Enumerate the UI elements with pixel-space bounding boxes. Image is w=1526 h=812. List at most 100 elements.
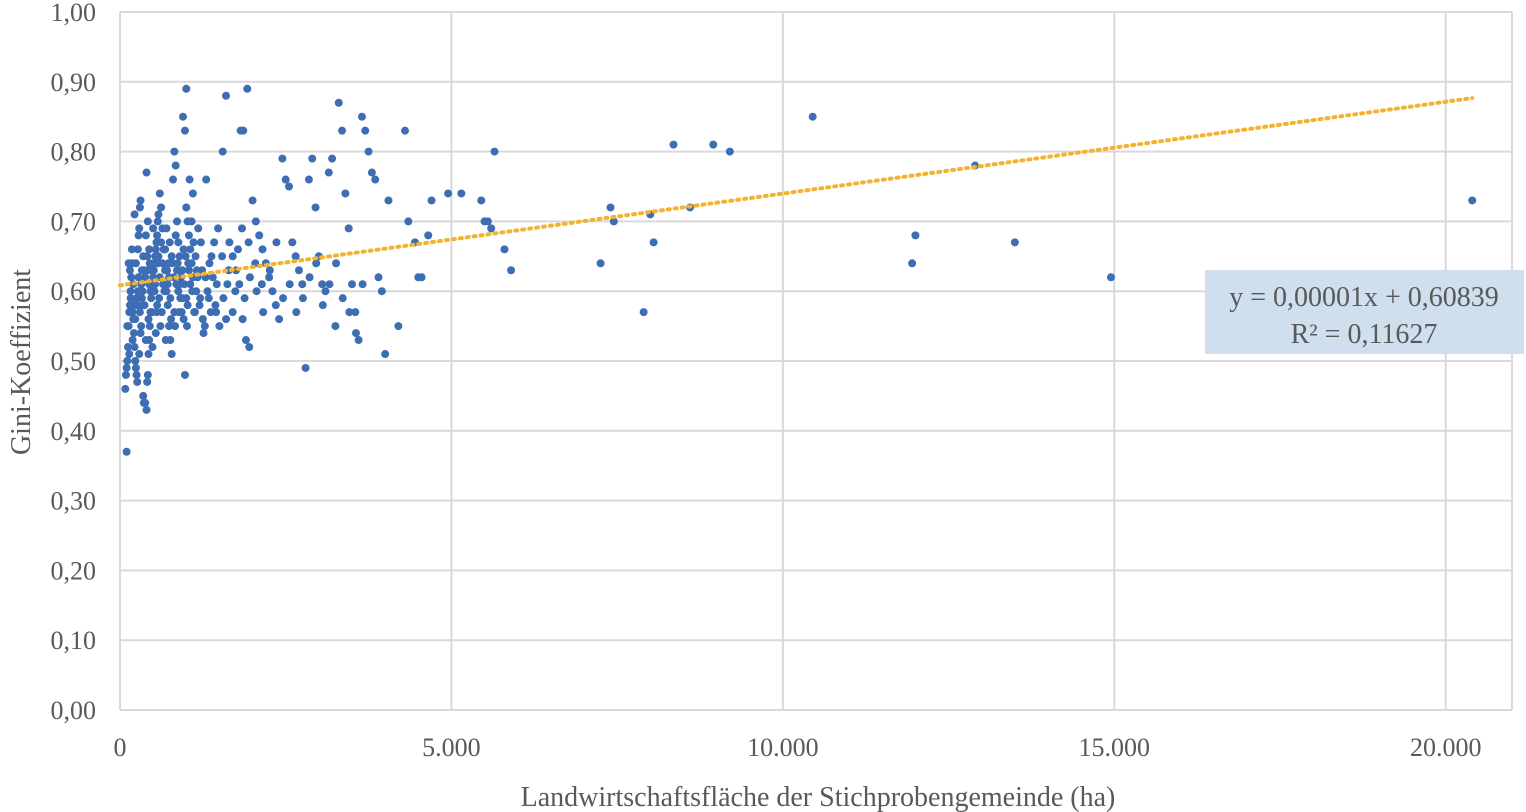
- data-point: [212, 280, 221, 289]
- data-point: [121, 370, 130, 379]
- data-point: [1010, 238, 1019, 247]
- data-point: [151, 280, 160, 289]
- equation-box-background: [1205, 270, 1524, 354]
- data-point: [237, 224, 246, 233]
- data-point: [241, 336, 250, 345]
- data-point: [417, 273, 426, 282]
- x-axis-tick-labels: 0 5.000 10.000 15.000 20.000: [114, 733, 1482, 762]
- data-point: [298, 294, 307, 303]
- data-point: [174, 238, 183, 247]
- data-point: [123, 357, 132, 365]
- data-point: [141, 398, 150, 407]
- data-point: [259, 308, 268, 317]
- data-point: [175, 252, 184, 261]
- data-point: [167, 315, 176, 324]
- data-point: [208, 273, 217, 282]
- data-point: [137, 322, 146, 331]
- data-point: [288, 238, 297, 247]
- data-point: [131, 259, 140, 268]
- data-point: [371, 175, 380, 184]
- data-point: [165, 238, 174, 247]
- data-point: [131, 363, 140, 372]
- data-point: [195, 301, 204, 310]
- data-point: [257, 280, 266, 289]
- data-point: [133, 287, 142, 296]
- data-point: [203, 287, 212, 296]
- data-point: [178, 112, 187, 121]
- data-point: [180, 280, 189, 289]
- trendline-r-squared: R² = 0,11627: [1291, 319, 1438, 350]
- data-point: [235, 280, 244, 289]
- data-point: [222, 315, 231, 324]
- data-point: [225, 238, 234, 247]
- data-point: [332, 259, 341, 268]
- data-point: [178, 266, 187, 275]
- data-point: [248, 196, 257, 205]
- data-point: [324, 168, 333, 177]
- data-point: [129, 301, 138, 310]
- data-point: [123, 343, 132, 352]
- data-point: [180, 126, 189, 135]
- data-point: [159, 280, 168, 289]
- x-tick-label: 10.000: [747, 733, 819, 762]
- data-point: [279, 294, 288, 303]
- trendline-equation: y = 0,00001x + 0,60839: [1229, 282, 1499, 313]
- data-point: [139, 391, 148, 400]
- data-point: [186, 280, 195, 289]
- data-point: [134, 231, 143, 240]
- y-tick-label: 0,50: [51, 347, 97, 376]
- data-point: [228, 252, 237, 261]
- data-point: [367, 168, 376, 177]
- data-point: [165, 322, 174, 331]
- data-point: [351, 329, 360, 338]
- data-point: [184, 259, 193, 268]
- data-point: [171, 231, 180, 240]
- data-point: [239, 126, 248, 135]
- data-point: [126, 287, 135, 296]
- data-point: [210, 238, 219, 247]
- data-point: [401, 126, 410, 135]
- data-point: [191, 252, 200, 261]
- data-point: [153, 259, 162, 268]
- y-tick-label: 0,80: [51, 138, 97, 167]
- data-point: [173, 217, 182, 226]
- data-point: [127, 245, 136, 254]
- data-point: [364, 147, 373, 156]
- data-point: [154, 252, 163, 261]
- data-point: [170, 147, 179, 156]
- data-point: [135, 224, 144, 233]
- data-point: [167, 350, 176, 359]
- data-point: [219, 294, 228, 303]
- data-point: [125, 266, 134, 275]
- data-point: [134, 273, 143, 282]
- data-point: [172, 280, 181, 289]
- data-point: [130, 210, 139, 219]
- data-point: [182, 84, 191, 93]
- data-point: [351, 308, 360, 317]
- data-point: [285, 280, 294, 289]
- data-point: [179, 245, 188, 254]
- data-point: [649, 238, 658, 247]
- data-point: [187, 217, 196, 226]
- data-point: [228, 308, 237, 317]
- data-point: [457, 189, 466, 198]
- y-axis-tick-labels: 0,00 0,10 0,20 0,30 0,40 0,50 0,60 0,70 0,80 0,90…: [51, 0, 97, 725]
- data-point: [1106, 273, 1115, 282]
- data-point: [122, 447, 131, 456]
- data-point: [166, 294, 175, 303]
- data-point: [214, 224, 223, 233]
- data-point: [487, 224, 496, 233]
- data-point: [161, 245, 170, 254]
- data-point: [639, 308, 648, 317]
- data-point: [424, 231, 433, 240]
- data-point: [144, 350, 153, 359]
- data-point: [142, 168, 151, 177]
- data-point: [132, 294, 141, 303]
- data-point: [136, 329, 145, 338]
- data-point: [348, 280, 356, 289]
- data-point: [199, 329, 208, 338]
- data-point: [301, 363, 310, 372]
- data-point: [168, 259, 177, 268]
- data-point: [135, 350, 144, 359]
- data-point: [311, 203, 320, 212]
